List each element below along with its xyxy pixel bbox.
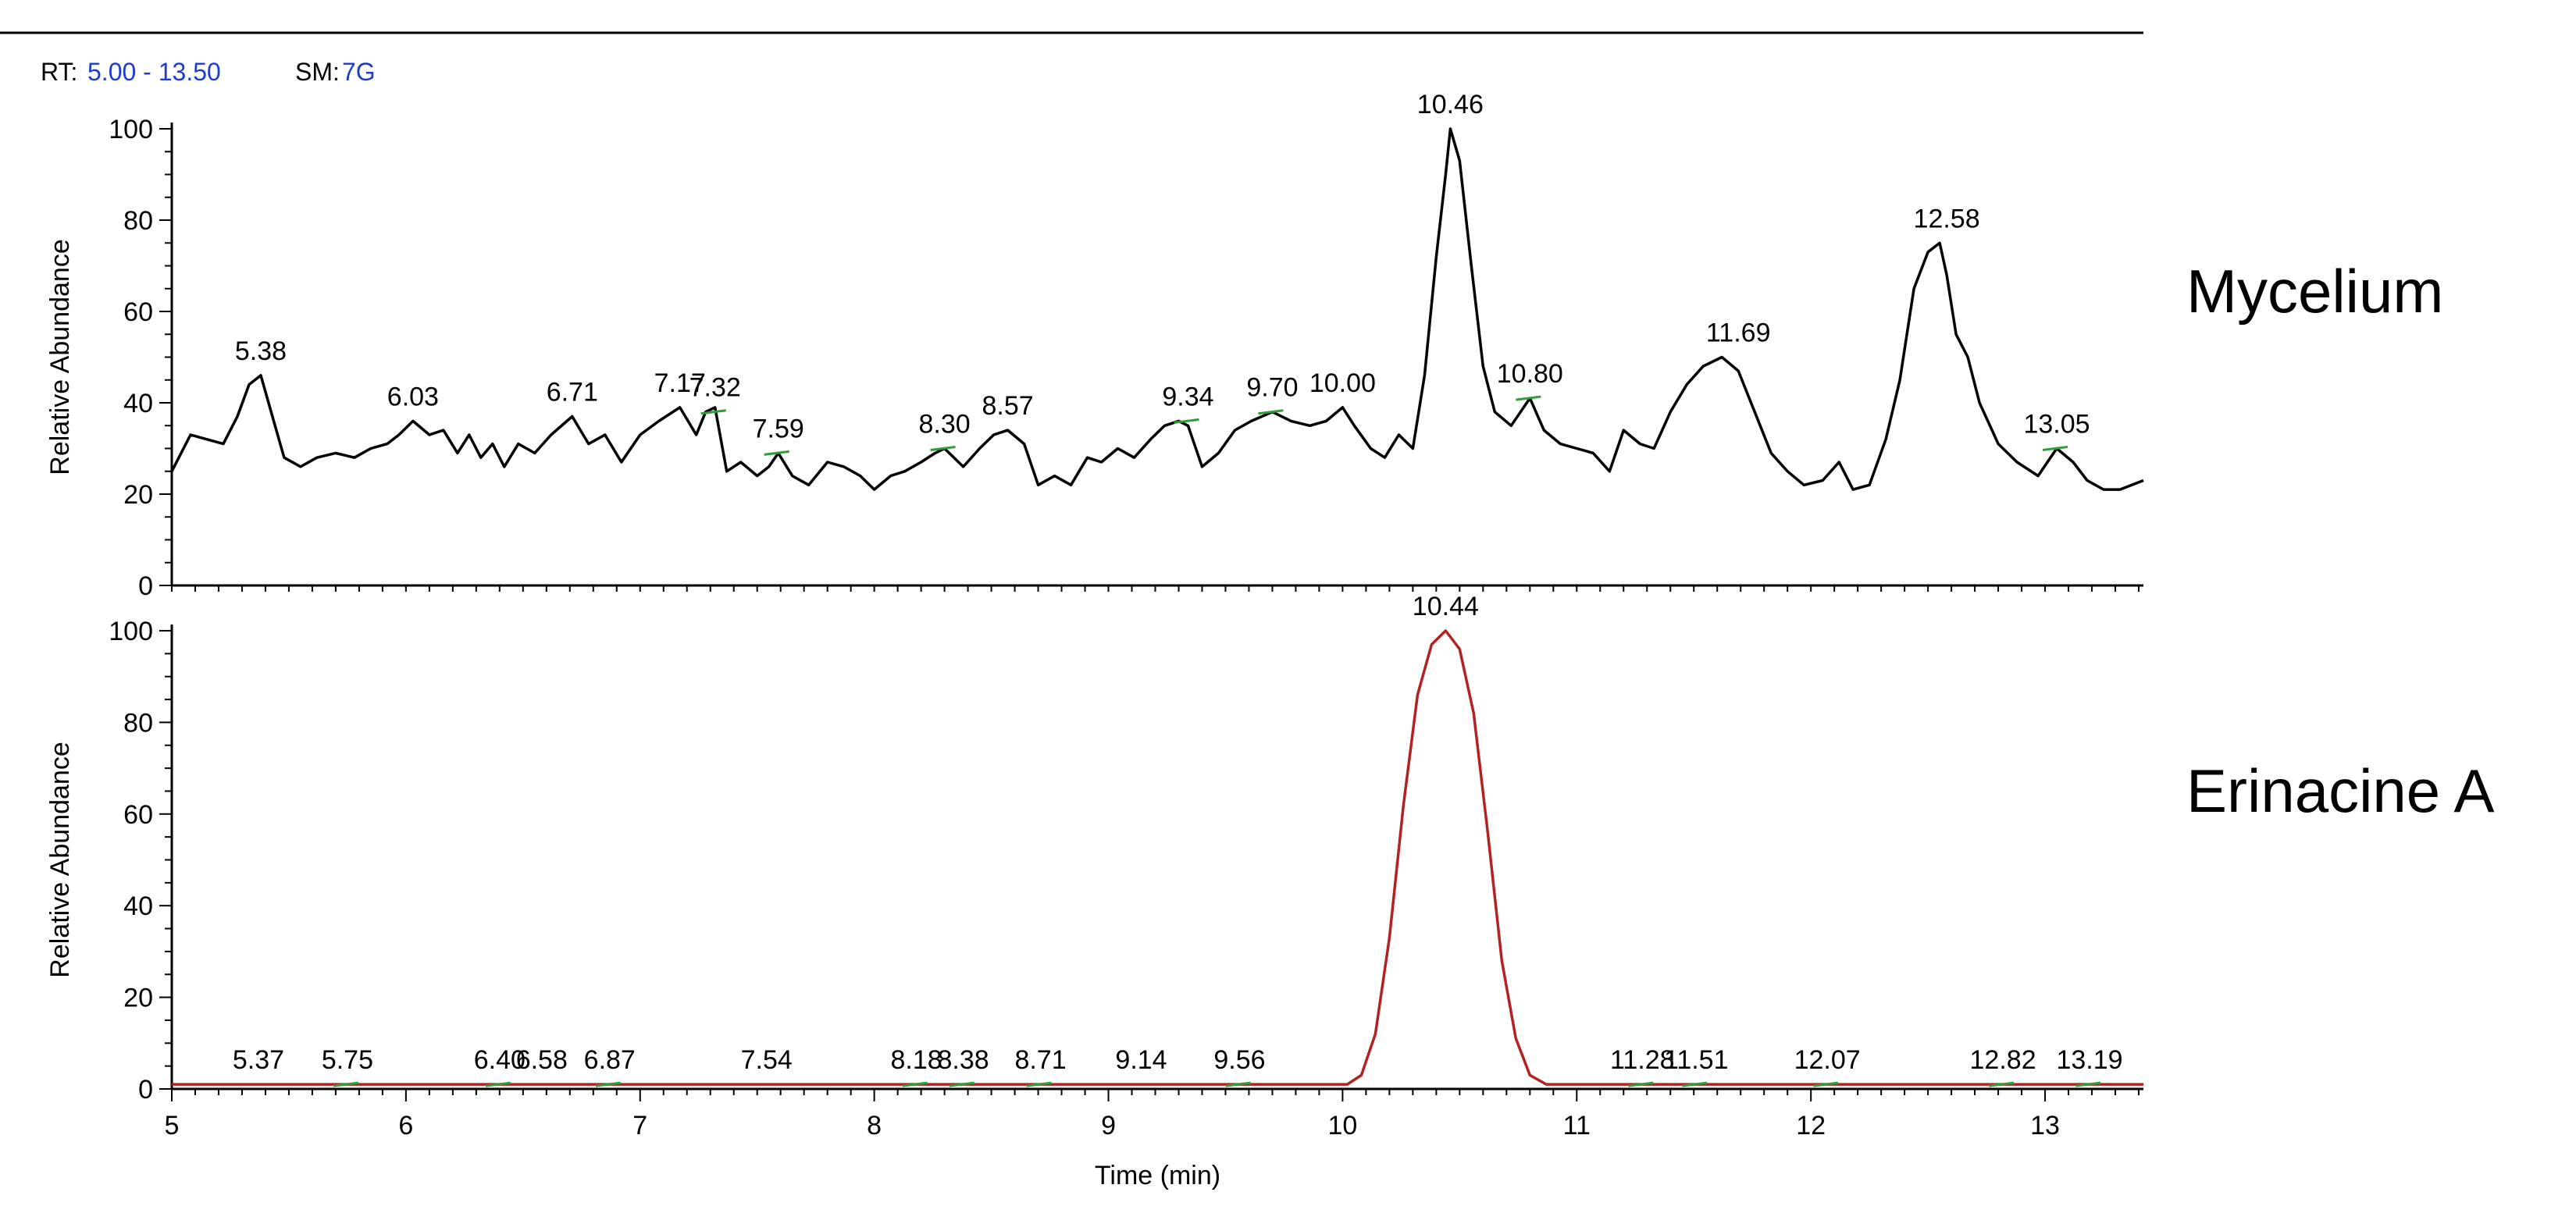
panel-2-peak-label: 8.18 [891,1045,942,1075]
panel-1-y-tick-label: 100 [109,115,153,144]
panel-1-peak-label: 10.00 [1309,368,1376,398]
panel-1-peak-marker [930,446,956,451]
panel-2-trace-name-label: Erinacine A [2186,756,2495,825]
panel-2-y-axis-title: Relative Abundance [45,742,75,977]
panel-2-peak-label: 10.44 [1413,592,1479,621]
panel-1-peak-label: 12.58 [1914,204,1980,233]
panel-2-peak-label: 9.14 [1115,1045,1167,1075]
panel-2-y-tick-label: 0 [138,1075,153,1105]
panel-2-peak-marker [1628,1081,1654,1087]
rt-value: 5.00 - 13.50 [87,58,221,86]
panel-1-peak-label: 13.05 [2023,410,2090,439]
panel-2-peak-label: 7.54 [741,1045,793,1075]
panel-1-peak-marker [1516,395,1541,401]
panel-1-y-tick-label: 80 [123,206,153,236]
panel-1-peak-label: 6.03 [387,382,439,411]
panel-2-peak-label: 8.38 [938,1045,989,1075]
panel-2-peak-marker [1026,1081,1052,1087]
panel-2-peak-label: 11.28 [1610,1045,1675,1075]
panel-2-peak-label: 13.19 [2056,1045,2122,1075]
panel-1-y-tick-label: 20 [123,480,153,510]
panel-2-x-tick-label: 12 [1796,1111,1826,1140]
panel-2-peak-label: 6.58 [516,1045,568,1075]
sm-value: 7G [342,58,376,86]
panel-2-peak-marker [1812,1081,1839,1087]
panel-2-y-tick-label: 80 [123,708,153,738]
panel-1-peak-label: 10.80 [1497,359,1563,389]
panel-2-x-tick-label: 9 [1101,1111,1116,1140]
panel-2-y-tick-label: 20 [123,984,153,1013]
panel-2-peak-label: 11.51 [1664,1045,1729,1075]
panel-1-peak-label: 9.34 [1162,382,1213,411]
panel-2-trace-line [172,629,2143,1086]
panel-2-peak-label: 8.71 [1014,1045,1066,1075]
panel-1-peak-label: 6.71 [547,378,598,407]
sm-label: SM: [295,58,340,86]
panel-1-trace-line [170,127,2144,491]
panel-2-x-tick-label: 8 [867,1111,882,1140]
panel-2-y-tick-label: 40 [123,891,153,921]
panel-1-peak-label: 11.69 [1706,318,1771,348]
panel-1-peak-marker [1174,418,1199,424]
panel-1-y-tick-label: 40 [123,389,153,418]
panel-2-x-tick-label: 5 [165,1111,180,1140]
panel-2-peak-marker [902,1081,928,1087]
panel-2-peak-marker [333,1081,359,1087]
panel-1-peak-marker [700,409,726,415]
panel-2-peak-label: 5.37 [233,1045,284,1075]
panel-2-peak-marker [1682,1081,1708,1087]
panel-2-x-axis-title: Time (min) [1095,1161,1220,1190]
panel-2-x-tick-label: 13 [2030,1111,2060,1140]
panel-2-peak-marker [2075,1081,2101,1087]
panel-1-trace-name-label: Mycelium [2186,257,2443,326]
panel-1-peak-label: 7.59 [753,414,804,443]
panel-2-x-tick-label: 7 [632,1111,647,1140]
panel-2-peak-label: 5.75 [322,1045,373,1075]
rt-label: RT: [41,58,77,86]
panel-2-peak-marker [1225,1081,1251,1087]
panel-1-peak-label: 5.38 [235,336,287,366]
panel-1-peak-label: 9.70 [1246,373,1298,403]
panel-1-peak-marker [1258,409,1284,415]
panel-1-peak-label: 7.32 [689,373,741,403]
panel-2-peak-label: 6.87 [584,1045,636,1075]
panel-1-peak-label: 8.57 [982,391,1033,421]
panel-2-peak-marker [485,1081,511,1087]
panel-2-peak-label: 9.56 [1213,1045,1265,1075]
panel-1-y-axis-title: Relative Abundance [45,239,75,475]
panel-2-peak-label: 12.82 [1970,1045,2036,1075]
panel-2-peak-marker [1988,1081,2015,1087]
panel-1-peak-label: 10.46 [1417,90,1484,119]
panel-2-x-tick-label: 6 [398,1111,413,1140]
panel-1-peak-marker [2042,446,2068,451]
panel-1-y-tick-label: 0 [138,571,153,601]
panel-1-peak-label: 8.30 [919,410,971,439]
panel-1-y-tick-label: 60 [123,297,153,327]
panel-2-y-tick-label: 60 [123,800,153,830]
panel-2-peak-label: 12.07 [1794,1045,1861,1075]
panel-2-peak-marker [949,1081,974,1087]
panel-2-x-tick-label: 11 [1563,1111,1591,1140]
panel-2-y-tick-label: 100 [109,617,153,646]
panel-2-x-tick-label: 10 [1327,1111,1357,1140]
panel-2-peak-label: 6.40 [474,1045,526,1075]
panel-1-peak-marker [764,450,789,456]
panel-1-peak-label: 7.17 [654,368,706,398]
panel-2-peak-marker [595,1081,621,1087]
